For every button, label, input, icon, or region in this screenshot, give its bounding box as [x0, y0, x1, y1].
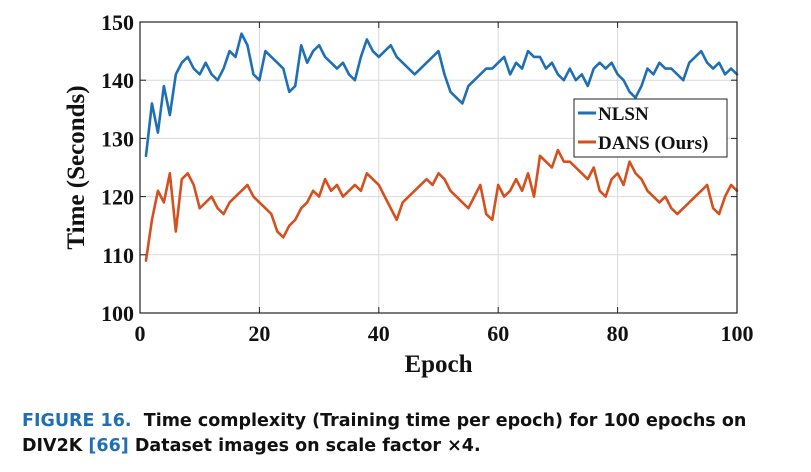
reference-link[interactable]: [66] — [88, 436, 129, 456]
y-tick-label: 130 — [101, 126, 134, 151]
x-tick-label: 100 — [721, 321, 754, 346]
line-chart: 0 20 40 60 80 100 100 110 120 130 140 150 Epoch Tim… — [63, 10, 754, 378]
caption-text: Time complexity (Training time per epoch… — [22, 411, 747, 456]
x-axis-title: Epoch — [404, 351, 472, 378]
legend-label-dans: DANS (Ours) — [598, 133, 708, 154]
series-line-dans-ours — [144, 148, 739, 262]
y-tick-label: 140 — [101, 68, 134, 93]
legend-box — [573, 98, 728, 158]
plot-border — [139, 21, 738, 314]
x-tick-label: 60 — [487, 321, 509, 346]
x-tick-label: 0 — [135, 321, 146, 346]
legend-label-nlsn: NLSN — [598, 104, 649, 125]
y-axis-title: Time (Seconds) — [63, 85, 90, 249]
series-line-nlsn — [144, 32, 739, 158]
plot-background — [140, 22, 737, 313]
x-tick-label: 40 — [368, 321, 390, 346]
y-tick-label: 100 — [101, 301, 134, 326]
series-lines — [144, 32, 739, 262]
x-tick-label: 20 — [248, 321, 270, 346]
figure-caption: FIGURE 16. Time complexity (Training tim… — [22, 409, 802, 459]
figure-label: FIGURE 16. — [22, 411, 132, 431]
axis-ticks: 0 20 40 60 80 100 100 110 120 130 140 150 — [101, 10, 754, 346]
y-tick-label: 110 — [102, 243, 134, 268]
legend: NLSN DANS (Ours) — [573, 98, 728, 158]
x-tick-label: 80 — [607, 321, 629, 346]
caption-text-end: Dataset images on scale factor ×4. — [134, 436, 481, 456]
y-tick-label: 150 — [101, 10, 134, 35]
y-tick-label: 120 — [101, 185, 134, 210]
